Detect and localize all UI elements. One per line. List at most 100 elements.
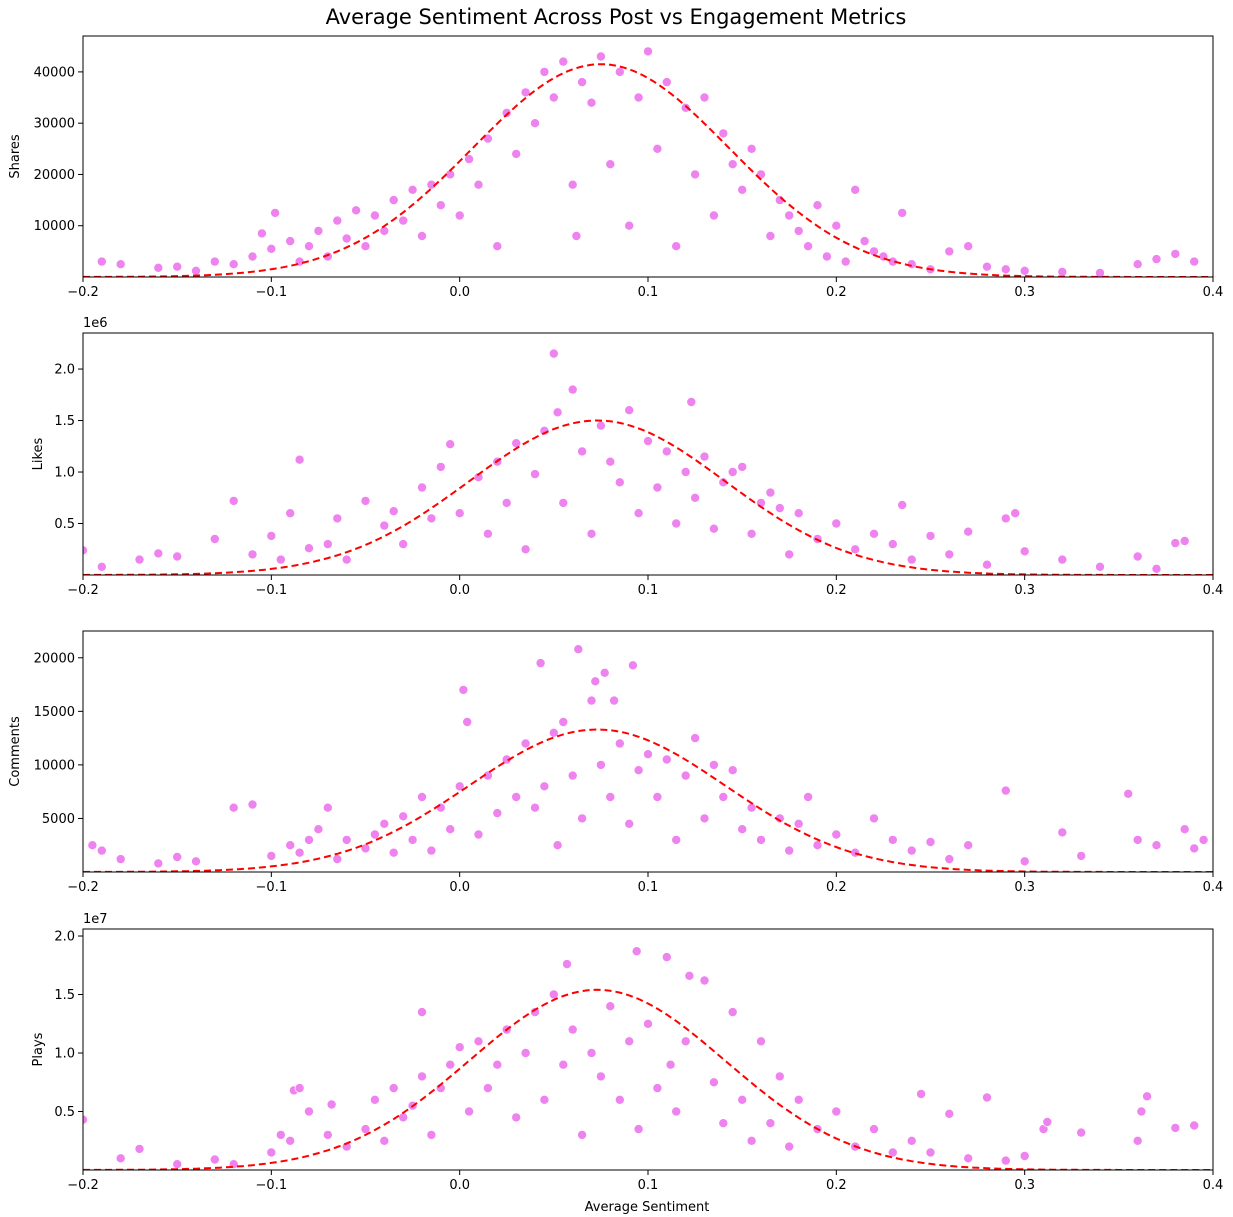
scatter-point: [614, 738, 625, 749]
scatter-point: [530, 469, 541, 480]
scatter-point: [322, 539, 333, 550]
subplot-comments: −0.2 −0.1 0.0 0.1 0.2 0.3 0.4 5000 10000 15000 200…: [8, 630, 1224, 895]
scatter-point: [803, 792, 814, 803]
x-tick-label: 0.0: [449, 1178, 470, 1193]
scatter-point: [454, 508, 465, 519]
y-tick-label: 30000: [34, 117, 75, 132]
scatter-point: [897, 207, 908, 218]
scatter-point: [416, 1071, 427, 1082]
fit-curve: [83, 419, 1213, 575]
scatter-point: [190, 856, 201, 867]
scatter-point: [228, 802, 239, 813]
scatter-points: [87, 644, 1209, 869]
x-tick-label: −0.2: [67, 583, 99, 598]
scatter-point: [134, 1143, 145, 1154]
scatter-point: [680, 1036, 691, 1047]
scatter-point: [228, 495, 239, 506]
scatter-point: [341, 554, 352, 565]
x-tick-label: 0.3: [1014, 583, 1035, 598]
scatter-point: [925, 530, 936, 541]
scatter-point: [699, 451, 710, 462]
scatter-point: [530, 802, 541, 813]
y-tick-label: 0.5: [54, 1105, 75, 1120]
scatter-point: [765, 1118, 776, 1129]
scatter-point: [454, 210, 465, 221]
scatter-points: [83, 348, 1190, 574]
x-tick-label: 0.4: [1203, 880, 1224, 895]
scatter-point: [351, 205, 362, 216]
scatter-point: [275, 554, 286, 565]
x-tick-label: 0.4: [1203, 285, 1224, 300]
scatter-point: [270, 207, 281, 218]
y-tick-label: 10000: [34, 758, 75, 773]
scatter-point: [266, 1147, 277, 1158]
scatter-point: [294, 847, 305, 858]
scatter-point: [671, 1106, 682, 1117]
scatter-point: [322, 802, 333, 813]
scatter-point: [558, 1059, 569, 1070]
scatter-point: [718, 792, 729, 803]
scatter-point: [426, 513, 437, 524]
y-tick-label: 20000: [34, 651, 75, 666]
scatter-point: [520, 544, 531, 555]
scatter-point: [1057, 266, 1068, 277]
scatter-point: [737, 461, 748, 472]
scatter-point: [294, 454, 305, 465]
x-tick-label: 0.1: [638, 880, 659, 895]
scatter-point: [1000, 1155, 1011, 1166]
scatter-point: [462, 717, 473, 728]
scatter-point: [398, 215, 409, 226]
x-tick-label: 0.0: [449, 880, 470, 895]
scatter-point: [595, 1071, 606, 1082]
scatter-point: [727, 159, 738, 170]
scatter-point: [661, 754, 672, 765]
scatter-point: [464, 154, 475, 165]
scatter-point: [247, 799, 258, 810]
scatter-point: [458, 684, 469, 695]
scatter-point: [96, 256, 107, 267]
scatter-point: [530, 118, 541, 129]
scatter-point: [153, 548, 164, 559]
scatter-point: [1019, 856, 1030, 867]
scatter-point: [398, 1112, 409, 1123]
scatter-point: [652, 482, 663, 493]
scatter-point: [552, 840, 563, 851]
scatter-point: [172, 551, 183, 562]
x-tick-label: −0.2: [67, 1178, 99, 1193]
scatter-point: [398, 811, 409, 822]
scatter-point: [473, 179, 484, 190]
scatter-point: [737, 184, 748, 195]
scatter-point: [906, 845, 917, 856]
scatter-point: [793, 1094, 804, 1105]
scatter-point: [690, 492, 701, 503]
scatter-point: [595, 51, 606, 62]
scatter-point: [1000, 513, 1011, 524]
subplot-shares: −0.2 −0.1 0.0 0.1 0.2 0.3 0.4 10000 20000 30000 40…: [8, 35, 1224, 300]
scatter-point: [897, 499, 908, 510]
scatter-point: [595, 420, 606, 431]
scatter-point: [793, 225, 804, 236]
scatter-point: [586, 1048, 597, 1059]
scatter-point: [793, 508, 804, 519]
scatter-point: [294, 1083, 305, 1094]
scatter-point: [388, 847, 399, 858]
y-tick-label: 0.5: [54, 517, 75, 532]
scatter-point: [680, 770, 691, 781]
scatter-point: [784, 210, 795, 221]
x-tick-label: −0.1: [256, 880, 288, 895]
scatter-point: [708, 759, 719, 770]
scatter-point: [492, 241, 503, 252]
scatter-point: [539, 1094, 550, 1105]
scatter-point: [718, 128, 729, 139]
scatter-point: [624, 220, 635, 231]
scatter-point: [341, 233, 352, 244]
scatter-point: [369, 210, 380, 221]
subplot-panels: −0.2 −0.1 0.0 0.1 0.2 0.3 0.4 10000 20000 30000 40…: [8, 35, 1224, 1193]
scatter-point: [1000, 785, 1011, 796]
scatter-point: [1000, 264, 1011, 275]
scatter-point: [1132, 834, 1143, 845]
scatter-point: [850, 544, 861, 555]
scatter-point: [831, 1106, 842, 1117]
figure-title: Average Sentiment Across Post vs Engagem…: [326, 5, 907, 29]
plot-frame: [82, 332, 1214, 576]
